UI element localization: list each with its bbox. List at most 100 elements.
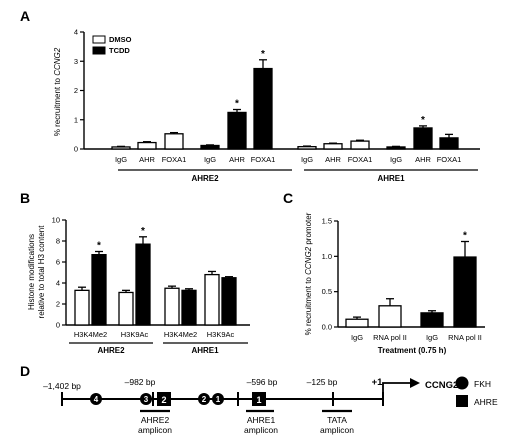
a-y-tick-label-3: 3 (74, 57, 78, 66)
a-ahre1-igg-dmso-bar (297, 146, 317, 150)
amplicon-ahre2-sub: amplicon (138, 425, 172, 435)
legend-fkh-label: FKH (474, 379, 491, 389)
a-ahre1-ahr-tcdd-bar (413, 127, 433, 150)
legend-dmso-label: DMSO (109, 35, 132, 44)
a-ahre2-igg-tcdd-label: IgG (204, 155, 216, 164)
pos-596: –596 bp (247, 377, 278, 387)
amplicon-ahre1-name: AHRE1 (247, 415, 276, 425)
a-ahre1-foxa1-tcdd-bar (439, 137, 459, 150)
b-ahre2-h3k9ac-dmso-bar (118, 291, 134, 326)
fkh-site-4 (90, 393, 102, 405)
panel-label-b: B (20, 190, 30, 206)
a-y-tick-label-0: 0 (74, 145, 78, 154)
b-y-tick-label-2: 4 (56, 279, 60, 288)
panel-c-chart: % recruitment to CCNG2 promoter Treatmen… (304, 212, 485, 355)
fkh-site-4-label: 4 (94, 395, 99, 404)
c-y-tick-label-0: 0.0 (322, 323, 332, 332)
amplicon-tata-sub: amplicon (320, 425, 354, 435)
legend-tcdd-label: TCDD (109, 46, 130, 55)
tss-arrow (382, 382, 412, 392)
pos-125: –125 bp (307, 377, 338, 387)
fkh-site-1 (212, 393, 224, 405)
pos-1402: –1,402 bp (43, 381, 81, 391)
c-igg-dmso-bar (345, 318, 369, 328)
a-group-label-ahre1: AHRE1 (377, 174, 405, 183)
c-x-label: Treatment (0.75 h) (378, 346, 447, 355)
a-ahre2-igg-dmso-bar (111, 146, 131, 150)
fkh-site-3-label: 3 (144, 395, 149, 404)
a-ahre2-foxa1-dmso-label: FOXA1 (162, 155, 187, 164)
b-ahre2-h3k9ac-tcdd-bar (135, 243, 151, 326)
a-ahre2-igg-dmso-label: IgG (115, 155, 127, 164)
b-ahre2-h3k4me2-tcdd-bar (91, 253, 107, 326)
a-ahre1-igg-dmso-label: IgG (301, 155, 313, 164)
b-group-label-ahre2: AHRE2 (97, 346, 125, 355)
a-ahre2-igg-tcdd-bar (200, 144, 220, 150)
legend-fkh-circle-icon (455, 376, 469, 390)
fkh-site-2 (198, 393, 210, 405)
a-ahre1-ahr-tcdd-label: AHR (415, 155, 431, 164)
b-ahre1-h3k9ac-tcdd-bar (221, 277, 237, 326)
b-ahre2-h3k4me2-label: H3K4Me2 (74, 330, 107, 339)
a-ahre1-ahr-tcdd-significance: * (421, 115, 425, 126)
ahre-site-2 (157, 392, 171, 406)
c-y-tick-label-3: 1.5 (322, 217, 332, 226)
a-ahre2-foxa1-tcdd-label: FOXA1 (251, 155, 276, 164)
a-ahre1-ahr-dmso-label: AHR (325, 155, 341, 164)
c-rna-pol-ii-tcdd-bar (453, 256, 477, 328)
b-y-tick-label-5: 10 (52, 216, 60, 225)
b-y-tick-label-3: 6 (56, 258, 60, 267)
a-ahre1-ahr-dmso-bar (323, 143, 343, 150)
promoter-diagram: –1,402 bp –982 bp –596 bp –125 bp +1 CCN… (43, 376, 498, 435)
b-ahre2-h3k9ac-label: H3K9Ac (121, 330, 149, 339)
tss-arrow-head (410, 378, 420, 388)
pos-plus1: +1 (372, 377, 384, 388)
b-ahre1-h3k4me2-tcdd-bar (181, 289, 197, 326)
c-igg-tcdd-bar (420, 312, 444, 328)
c-rna-pol-ii-tcdd-significance: * (463, 230, 467, 241)
a-ahre2-ahr-dmso-label: AHR (139, 155, 155, 164)
a-ahre2-ahr-tcdd-label: AHR (229, 155, 245, 164)
a-ahre2-ahr-tcdd-bar (227, 111, 247, 150)
a-group-label-ahre2: AHRE2 (191, 174, 219, 183)
a-ahre1-foxa1-dmso-label: FOXA1 (348, 155, 373, 164)
a-ahre2-foxa1-tcdd-bar (253, 67, 273, 150)
b-ahre1-h3k4me2-label: H3K4Me2 (164, 330, 197, 339)
b-ahre2-h3k9ac-tcdd-significance: * (141, 226, 145, 237)
c-y-label: % recruitment to CCNG2 promoter (304, 212, 313, 335)
legend-dmso-swatch (92, 35, 106, 44)
a-legend: DMSO TCDD (92, 35, 132, 55)
pos-982: –982 bp (125, 377, 156, 387)
c-igg-dmso-label: IgG (351, 333, 363, 342)
panel-b-chart: Histone modifications relative to total … (27, 216, 250, 355)
ahre-site-1 (252, 392, 266, 406)
fkh-site-1-label: 1 (216, 395, 221, 404)
fkh-site-2-label: 2 (202, 395, 207, 404)
legend-tcdd-swatch (92, 46, 106, 55)
panel-label-c: C (283, 190, 293, 206)
ahre-site-2-label: 2 (161, 395, 166, 405)
a-ahre2-foxa1-tcdd-significance: * (261, 49, 265, 60)
a-y-tick-label-2: 2 (74, 86, 78, 95)
c-y-tick-label-2: 1.0 (322, 252, 332, 261)
b-ahre1-h3k9ac-label: H3K9Ac (207, 330, 235, 339)
b-ahre1-h3k4me2-dmso-bar (164, 287, 180, 326)
a-ahre2-ahr-dmso-bar (137, 141, 157, 150)
gene-label: CCNG2 (425, 380, 458, 391)
a-ahre1-foxa1-dmso-bar (350, 140, 370, 150)
ahre-site-1-label: 1 (256, 395, 261, 405)
b-group-label-ahre1: AHRE1 (191, 346, 219, 355)
a-ahre1-igg-tcdd-bar (386, 146, 406, 150)
b-ahre2-h3k4me2-tcdd-significance: * (97, 241, 101, 252)
a-ahre1-foxa1-tcdd-label: FOXA1 (437, 155, 462, 164)
a-ahre2-ahr-tcdd-significance: * (235, 99, 239, 110)
c-rna-pol-ii-dmso-bar (378, 305, 402, 328)
b-y-label-line-1: Histone modifications (27, 234, 36, 310)
b-y-tick-label-1: 2 (56, 300, 60, 309)
c-rna-pol-ii-tcdd-label: RNA pol II (448, 333, 482, 342)
a-ahre1-igg-tcdd-label: IgG (390, 155, 402, 164)
b-ahre1-h3k9ac-dmso-bar (204, 273, 220, 326)
c-y-tick-label-1: 0.5 (322, 287, 332, 296)
amplicon-ahre1-sub: amplicon (244, 425, 278, 435)
